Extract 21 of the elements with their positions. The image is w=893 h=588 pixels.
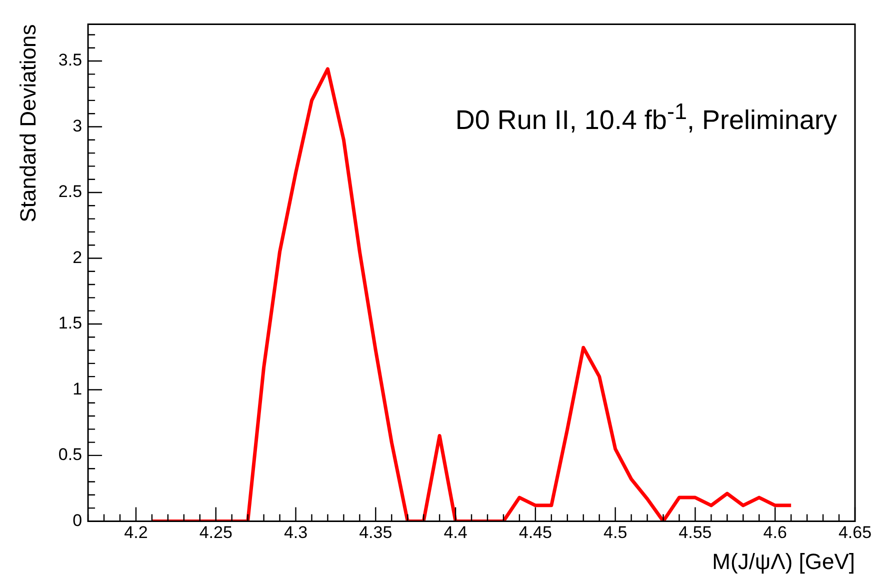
x-tick-label: 4.5 <box>604 523 628 542</box>
x-tick-label: 4.35 <box>359 523 392 542</box>
x-tick-label: 4.6 <box>763 523 787 542</box>
x-tick-label: 4.2 <box>124 523 148 542</box>
y-tick-label: 3 <box>72 116 82 136</box>
y-tick-label: 1.5 <box>58 314 82 333</box>
x-axis-title: M(J/ψΛ) [GeV] <box>712 548 855 574</box>
y-tick-label: 0 <box>72 510 82 530</box>
x-tick-label: 4.25 <box>199 523 232 542</box>
annotation: D0 Run II, 10.4 fb$^{-1}$, Preliminary <box>455 99 837 136</box>
y-tick-label: 1 <box>72 379 82 398</box>
y-tick-label: 0.5 <box>58 445 82 464</box>
x-tick-label: 4.3 <box>284 523 308 542</box>
x-tick-label: 4.45 <box>518 523 552 542</box>
x-tick-label: 4.55 <box>678 523 712 542</box>
y-tick-label: 2 <box>72 248 82 267</box>
y-tick-label: 2.5 <box>58 182 82 202</box>
y-axis-title: Standard Deviations <box>15 24 40 222</box>
x-tick-label: 4.65 <box>838 523 872 542</box>
x-tick-label: 4.4 <box>444 523 468 542</box>
y-tick-label: 3.5 <box>58 50 82 70</box>
